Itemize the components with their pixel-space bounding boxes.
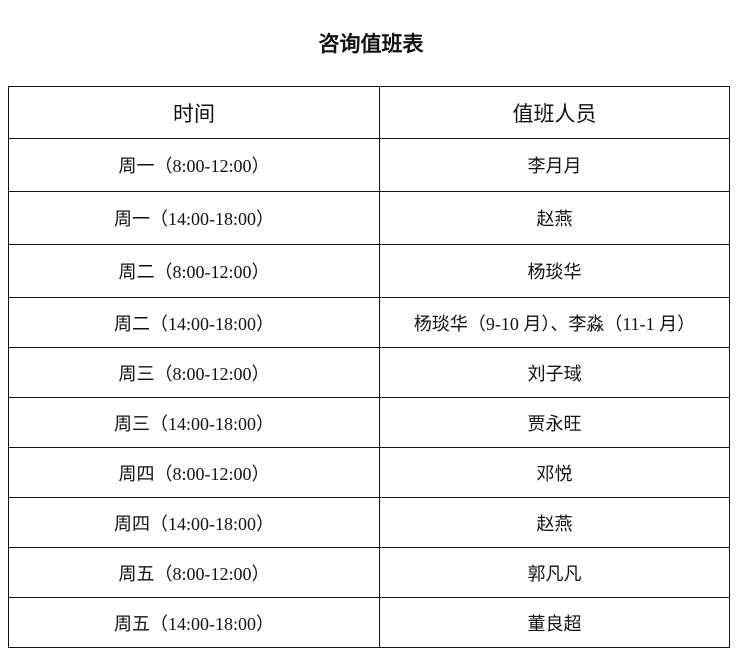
staff-cell: 赵燕 [379, 497, 730, 548]
staff-cell: 杨琰华（9-10 月）、李淼（11-1 月） [379, 297, 730, 348]
page-title: 咨询值班表 [318, 32, 424, 56]
table-row: 周三（14:00-18:00） 贾永旺 [8, 397, 730, 448]
staff-cell: 杨琰华 [379, 244, 730, 298]
staff-cell: 赵燕 [379, 191, 730, 245]
time-cell: 周一（8:00-12:00） [8, 138, 380, 192]
staff-cell: 郭凡凡 [379, 547, 730, 598]
header-time: 时间 [8, 86, 380, 139]
time-cell: 周二（14:00-18:00） [8, 297, 380, 348]
header-staff: 值班人员 [379, 86, 730, 139]
table-row: 周四（14:00-18:00） 赵燕 [8, 497, 730, 548]
time-cell: 周一（14:00-18:00） [8, 191, 380, 245]
time-cell: 周四（14:00-18:00） [8, 497, 380, 548]
staff-cell: 董良超 [379, 597, 730, 648]
table-header-row: 时间 值班人员 [8, 86, 730, 139]
time-cell: 周三（14:00-18:00） [8, 397, 380, 448]
staff-cell: 贾永旺 [379, 397, 730, 448]
time-cell: 周三（8:00-12:00） [8, 347, 380, 398]
time-cell: 周五（14:00-18:00） [8, 597, 380, 648]
time-cell: 周五（8:00-12:00） [8, 547, 380, 598]
table-row: 周五（8:00-12:00） 郭凡凡 [8, 547, 730, 598]
table-row: 周一（14:00-18:00） 赵燕 [8, 191, 730, 245]
table-row: 周三（8:00-12:00） 刘子琙 [8, 347, 730, 398]
table-row: 周二（8:00-12:00） 杨琰华 [8, 244, 730, 298]
time-cell: 周二（8:00-12:00） [8, 244, 380, 298]
table-row: 周一（8:00-12:00） 李月月 [8, 138, 730, 192]
table-row: 周二（14:00-18:00） 杨琰华（9-10 月）、李淼（11-1 月） [8, 297, 730, 348]
staff-cell: 邓悦 [379, 447, 730, 498]
table-row: 周五（14:00-18:00） 董良超 [8, 597, 730, 648]
table-row: 周四（8:00-12:00） 邓悦 [8, 447, 730, 498]
staff-cell: 刘子琙 [379, 347, 730, 398]
time-cell: 周四（8:00-12:00） [8, 447, 380, 498]
staff-cell: 李月月 [379, 138, 730, 192]
duty-schedule-table: 时间 值班人员 周一（8:00-12:00） 李月月 周一（14:00-18:00）… [8, 86, 730, 648]
